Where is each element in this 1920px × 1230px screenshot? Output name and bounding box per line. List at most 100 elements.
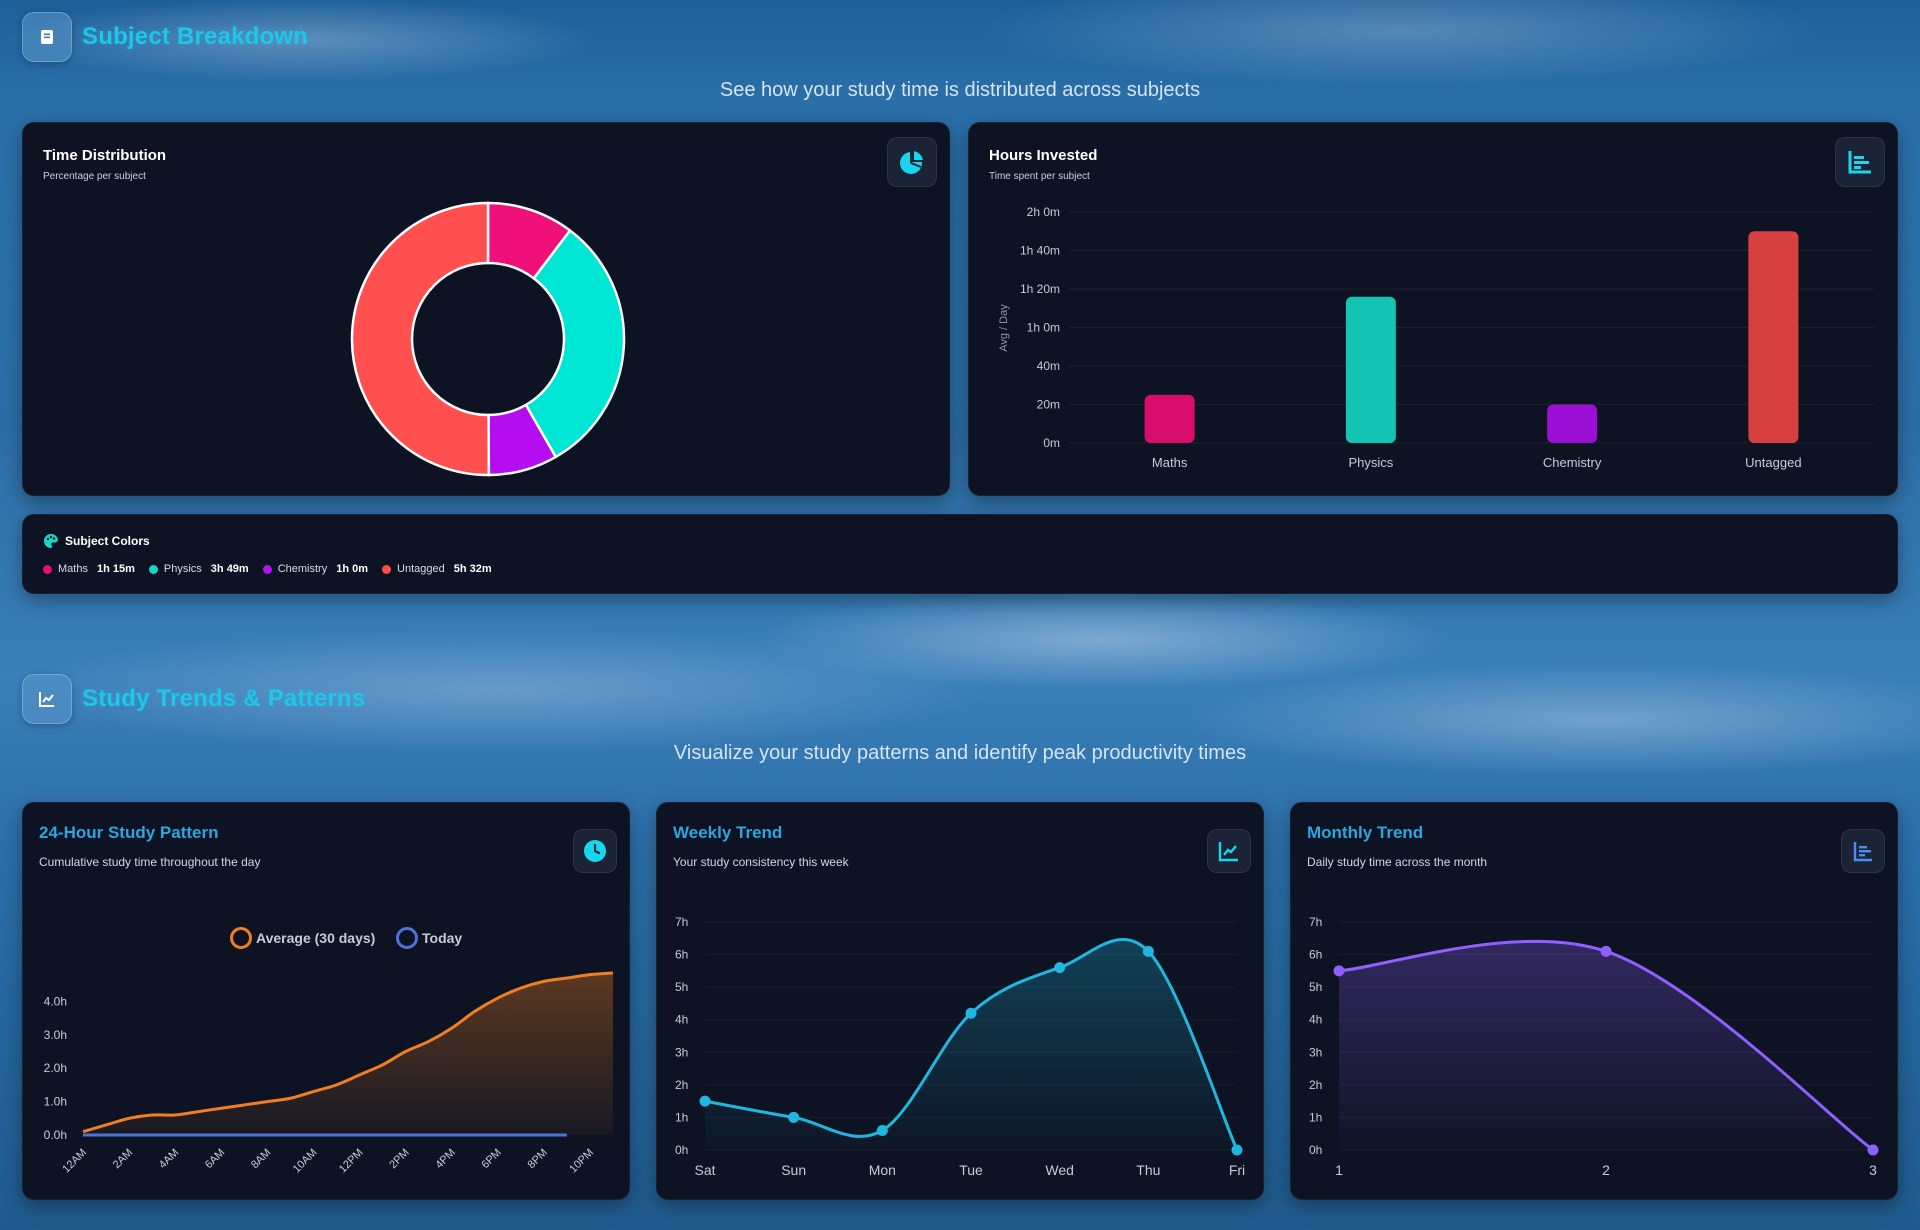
section-title: Subject Breakdown xyxy=(82,23,309,50)
x-tick-label: Wed xyxy=(1045,1162,1074,1178)
x-tick-label: 4PM xyxy=(433,1147,457,1171)
y-tick-label: 0h xyxy=(1309,1143,1322,1157)
y-tick-label: 4h xyxy=(675,1013,688,1027)
x-tick-label: 10AM xyxy=(291,1147,320,1176)
y-tick-label: 7h xyxy=(675,915,688,929)
pie-chart-icon[interactable] xyxy=(887,137,937,187)
legend-item-untagged[interactable]: Untagged 5h 32m xyxy=(382,563,492,575)
data-point-thu xyxy=(1142,945,1154,957)
x-tick-label: 2AM xyxy=(111,1147,135,1171)
color-dot xyxy=(148,564,158,574)
x-tick-label: 8AM xyxy=(249,1147,273,1171)
hours-invested-card: Hours Invested Time spent per subject 0m… xyxy=(968,122,1898,496)
x-tick-label: Sat xyxy=(694,1162,715,1178)
x-tick-label: Maths xyxy=(1152,455,1188,470)
legend-label: Average (30 days) xyxy=(256,930,375,946)
data-point-sat xyxy=(699,1095,711,1107)
x-tick-label: Mon xyxy=(869,1162,896,1178)
y-tick-label: 0.0h xyxy=(44,1128,67,1142)
palette-icon xyxy=(44,533,58,548)
data-point-fri xyxy=(1231,1144,1243,1156)
card-subtitle: Cumulative study time throughout the day xyxy=(39,855,261,869)
subject-colors-card: Subject Colors Maths 1h 15m Physics 3h 4… xyxy=(22,514,1898,594)
legend-item-physics[interactable]: Physics 3h 49m xyxy=(148,563,249,575)
bar-chart-icon[interactable] xyxy=(1841,829,1885,873)
monthly-trend-card: Monthly Trend Daily study time across th… xyxy=(1290,802,1898,1200)
area-fill xyxy=(705,939,1237,1150)
card-subtitle: Your study consistency this week xyxy=(673,855,849,869)
bar-maths xyxy=(1144,394,1195,443)
x-tick-label: Thu xyxy=(1136,1162,1160,1178)
x-tick-label: Fri xyxy=(1229,1162,1245,1178)
x-tick-label: 6AM xyxy=(203,1147,227,1171)
monthly-trend-chart: 0h 1h 2h 3h 4h 5h 6h 7h 1 2 3 xyxy=(1309,915,1879,1178)
card-subtitle: Percentage per subject xyxy=(43,171,146,182)
y-tick-label: 3h xyxy=(675,1045,688,1059)
trend-line-icon[interactable] xyxy=(1207,829,1251,873)
y-tick-label: 2.0h xyxy=(44,1061,67,1075)
legend-label: Maths xyxy=(58,563,88,575)
x-tick-label: 1 xyxy=(1335,1162,1343,1178)
legend-label: Physics xyxy=(163,563,202,575)
area-fill xyxy=(1339,941,1873,1150)
legend-label: Untagged xyxy=(397,563,445,575)
legend-value: 3h 49m xyxy=(210,563,249,575)
card-title: Weekly Trend xyxy=(673,823,783,842)
y-tick-label: 4h xyxy=(1309,1013,1322,1027)
data-point-sun xyxy=(788,1111,800,1123)
section-title: Study Trends & Patterns xyxy=(82,685,366,712)
y-tick-label: 2h xyxy=(1309,1078,1322,1092)
x-tick-label: 2PM xyxy=(387,1147,411,1171)
color-dot xyxy=(262,564,272,574)
legend-label: Chemistry xyxy=(277,563,328,575)
y-tick-label: 1h xyxy=(675,1110,688,1124)
pattern-24h-chart: 0.0h 1.0h 2.0h 3.0h 4.0h 12AM 2AM 4AM 6AM 8AM 10AM… xyxy=(44,927,614,1176)
data-point-1 xyxy=(1333,965,1345,977)
card-subtitle: Time spent per subject xyxy=(989,171,1090,182)
area-average xyxy=(83,973,613,1135)
y-axis-label: Avg / Day xyxy=(998,304,1010,352)
x-tick-label: 12PM xyxy=(337,1147,366,1176)
y-tick-label: 1.0h xyxy=(44,1095,67,1109)
time-distribution-card: Time Distribution Percentage per subject xyxy=(22,122,950,496)
x-tick-label: Tue xyxy=(959,1162,983,1178)
book-icon xyxy=(22,12,72,62)
y-tick-label: 1h 0m xyxy=(1027,321,1060,335)
legend-value: 1h 15m xyxy=(96,563,135,575)
pattern-24h-card: 24-Hour Study Pattern Cumulative study t… xyxy=(22,802,630,1200)
legend-marker xyxy=(396,927,418,949)
y-tick-label: 6h xyxy=(1309,948,1322,962)
legend-value: 1h 0m xyxy=(336,563,369,575)
line-chart-icon xyxy=(22,674,72,724)
clock-icon[interactable] xyxy=(573,829,617,873)
x-tick-label: 2 xyxy=(1602,1162,1610,1178)
y-tick-label: 5h xyxy=(675,980,688,994)
x-tick-label: 10PM xyxy=(567,1147,596,1176)
y-tick-label: 3h xyxy=(1309,1045,1322,1059)
data-point-wed xyxy=(1054,962,1066,974)
legend-item-chemistry[interactable]: Chemistry 1h 0m xyxy=(262,563,369,575)
y-tick-label: 1h xyxy=(1309,1110,1322,1124)
legend-item-maths[interactable]: Maths 1h 15m xyxy=(43,563,135,575)
card-subtitle: Daily study time across the month xyxy=(1307,855,1488,869)
x-tick-label: Chemistry xyxy=(1543,455,1602,470)
weekly-trend-card: Weekly Trend Your study consistency this… xyxy=(656,802,1264,1200)
data-point-2 xyxy=(1600,945,1612,957)
bar-chart-icon[interactable] xyxy=(1835,137,1885,187)
y-tick-label: 3.0h xyxy=(44,1028,67,1042)
y-tick-label: 0h xyxy=(675,1143,688,1157)
x-tick-label: 8PM xyxy=(526,1147,550,1171)
x-tick-label: 3 xyxy=(1869,1162,1877,1178)
y-tick-label: 2h xyxy=(675,1078,688,1092)
legend-label: Today xyxy=(422,930,462,946)
donut-chart xyxy=(350,201,626,477)
pie-slice-untagged xyxy=(350,201,491,477)
card-title: Time Distribution xyxy=(43,147,167,164)
y-tick-label: 4.0h xyxy=(44,994,67,1008)
section-subtitle: See how your study time is distributed a… xyxy=(719,79,1201,101)
subject-colors-title: Subject Colors xyxy=(65,534,150,548)
x-tick-label: 4AM xyxy=(157,1147,181,1171)
color-dot xyxy=(382,564,392,574)
legend-marker xyxy=(230,927,252,949)
x-tick-label: Untagged xyxy=(1745,455,1801,470)
